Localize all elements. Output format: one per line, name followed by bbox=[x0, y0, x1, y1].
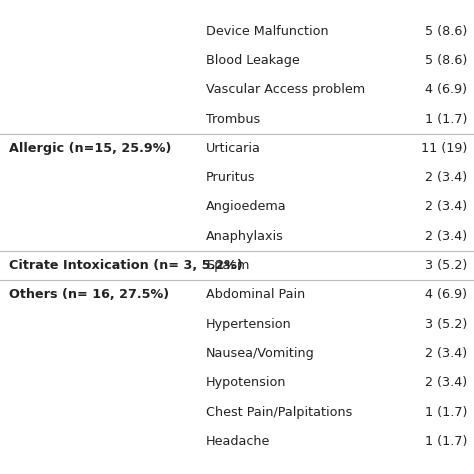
Text: 2 (3.4): 2 (3.4) bbox=[425, 347, 467, 360]
Text: Hypotension: Hypotension bbox=[206, 376, 287, 389]
Text: Others (n= 16, 27.5%): Others (n= 16, 27.5%) bbox=[9, 288, 170, 301]
Text: Abdominal Pain: Abdominal Pain bbox=[206, 288, 305, 301]
Text: Spasm: Spasm bbox=[206, 259, 250, 272]
Text: 1 (1.7): 1 (1.7) bbox=[425, 406, 467, 419]
Text: 3 (5.2): 3 (5.2) bbox=[425, 259, 467, 272]
Text: Blood Leakage: Blood Leakage bbox=[206, 54, 300, 67]
Text: 5 (8.6): 5 (8.6) bbox=[425, 54, 467, 67]
Text: Angioedema: Angioedema bbox=[206, 201, 287, 213]
Text: Trombus: Trombus bbox=[206, 113, 260, 126]
Text: 4 (6.9): 4 (6.9) bbox=[425, 288, 467, 301]
Text: 1 (1.7): 1 (1.7) bbox=[425, 435, 467, 448]
Text: Vascular Access problem: Vascular Access problem bbox=[206, 83, 365, 96]
Text: Citrate Intoxication (n= 3, 5.2%): Citrate Intoxication (n= 3, 5.2%) bbox=[9, 259, 243, 272]
Text: 2 (3.4): 2 (3.4) bbox=[425, 171, 467, 184]
Text: Hypertension: Hypertension bbox=[206, 318, 292, 331]
Text: 2 (3.4): 2 (3.4) bbox=[425, 230, 467, 243]
Text: Headache: Headache bbox=[206, 435, 271, 448]
Text: Nausea/Vomiting: Nausea/Vomiting bbox=[206, 347, 315, 360]
Text: Pruritus: Pruritus bbox=[206, 171, 256, 184]
Text: Allergic (n=15, 25.9%): Allergic (n=15, 25.9%) bbox=[9, 142, 172, 155]
Text: 4 (6.9): 4 (6.9) bbox=[425, 83, 467, 96]
Text: 2 (3.4): 2 (3.4) bbox=[425, 201, 467, 213]
Text: 11 (19): 11 (19) bbox=[420, 142, 467, 155]
Text: 1 (1.7): 1 (1.7) bbox=[425, 113, 467, 126]
Text: Urticaria: Urticaria bbox=[206, 142, 261, 155]
Text: Chest Pain/Palpitations: Chest Pain/Palpitations bbox=[206, 406, 353, 419]
Text: Device Malfunction: Device Malfunction bbox=[206, 25, 329, 38]
Text: 3 (5.2): 3 (5.2) bbox=[425, 318, 467, 331]
Text: Anaphylaxis: Anaphylaxis bbox=[206, 230, 284, 243]
Text: 2 (3.4): 2 (3.4) bbox=[425, 376, 467, 389]
Text: 5 (8.6): 5 (8.6) bbox=[425, 25, 467, 38]
